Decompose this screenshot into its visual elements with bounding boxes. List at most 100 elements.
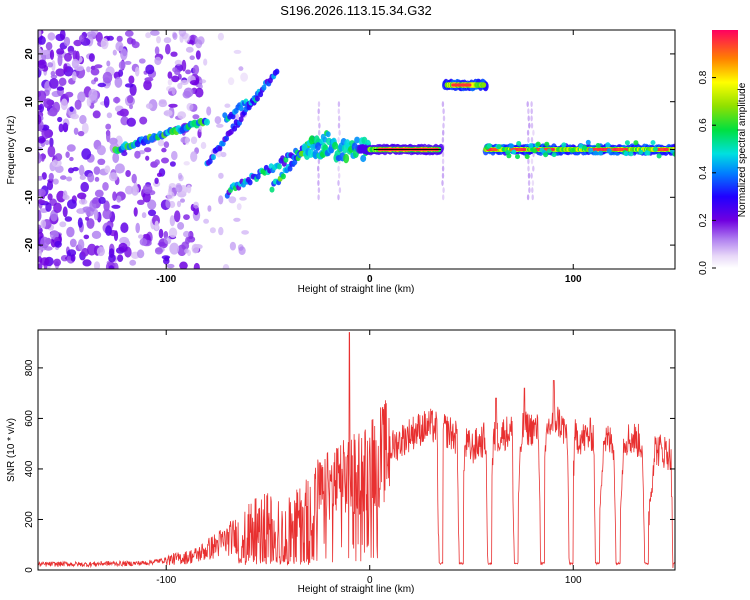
spectrogram-blob-609	[442, 187, 445, 194]
spectrogram-blob-380	[77, 208, 84, 214]
spectrogram-blob-618	[442, 122, 445, 129]
spectrogram-blob-524	[200, 141, 207, 150]
spectrogram-blob-274	[133, 207, 138, 217]
spectrogram-xtick-label-2: 100	[565, 274, 582, 285]
spectrogram-blob-780	[255, 173, 261, 180]
spectrogram-blob-531	[166, 191, 175, 200]
spectrogram-blob-406	[192, 64, 200, 75]
spectrogram-blob-1705	[650, 140, 656, 146]
spectrogram-blob-1702	[638, 149, 644, 155]
spectrogram-blob-249	[49, 49, 55, 60]
spectrogram-blob-156	[85, 216, 90, 221]
spectrogram-blob-605	[338, 115, 341, 122]
spectrogram-blob-1674	[516, 141, 522, 146]
spectrogram-blob-273	[124, 60, 132, 65]
spectrogram-blob-460	[183, 87, 194, 98]
colorbar-tick-label-3: 0.6	[698, 118, 709, 132]
spectrogram-blob-227	[91, 230, 102, 239]
spectrogram-blob-562	[190, 136, 198, 145]
spectrogram-blob-551	[228, 196, 237, 204]
spectrogram-blob-78	[60, 175, 67, 180]
spectrogram-ytick-label-1: -10	[24, 190, 35, 205]
spectrogram-blob-332	[133, 181, 138, 193]
spectrogram-blob-1682	[543, 152, 549, 158]
spectrogram-blob-1601	[522, 148, 527, 151]
spectrogram-blob-835	[287, 165, 293, 172]
spectrogram-blob-603	[338, 129, 341, 136]
spectrogram-blob-98	[69, 238, 77, 248]
spectrogram-blob-576	[177, 172, 183, 180]
spectrogram-blob-490	[88, 53, 95, 62]
spectrogram-blob-569	[183, 161, 190, 166]
spectrogram-blob-435	[69, 106, 74, 112]
spectrogram-blob-898	[360, 154, 367, 163]
spectrogram-blob-324	[180, 79, 189, 86]
spectrogram-blob-621	[441, 101, 445, 108]
spectrogram-blob-632	[528, 122, 531, 129]
spectrogram-blob-290	[127, 94, 134, 104]
snr-xlabel: Height of straight line (km)	[298, 584, 415, 595]
spectrogram-blob-330	[86, 66, 91, 73]
spectrogram-blob-608	[442, 194, 445, 201]
spectrogram-blob-118	[81, 148, 92, 160]
spectrogram-blob-1694	[598, 150, 603, 156]
spectrogram-blob-515	[87, 243, 97, 256]
spectrogram-blob-552	[184, 33, 191, 43]
spectrogram-blob-161	[171, 150, 178, 161]
spectrogram-blob-469	[147, 209, 157, 217]
spectrogram-blob-582	[317, 180, 320, 186]
spectrogram-blob-727	[238, 116, 244, 123]
snr-ylabel: SNR (10 * v/v)	[6, 418, 17, 482]
spectrogram-blob-422	[60, 98, 68, 111]
spectrogram-blob-508	[38, 175, 43, 181]
spectrogram-blob-416	[93, 261, 101, 269]
spectrogram-blob-585	[317, 158, 321, 165]
spectrogram-blob-546	[207, 205, 212, 212]
spectrogram-blob-793	[276, 163, 282, 170]
spectrogram-blob-635	[526, 101, 529, 108]
spectrogram-blob-410	[189, 80, 199, 86]
spectrogram-blob-532	[218, 226, 224, 236]
spectrogram-blob-572	[171, 86, 176, 96]
spectrogram-blob-548	[241, 230, 250, 235]
spectrogram-blob-146	[58, 123, 64, 133]
spectrogram-blob-647	[530, 115, 533, 122]
spectrogram-blob-427	[56, 86, 65, 91]
spectrogram-blob-511	[78, 34, 85, 43]
spectrogram-blob-1689	[582, 145, 588, 151]
spectrogram-blob-1683	[544, 141, 550, 147]
spectrogram-blob-319	[57, 54, 63, 67]
spectrogram-blob-444	[45, 42, 53, 51]
spectrogram-blob-424	[124, 83, 134, 88]
spectrogram-blob-143	[129, 259, 137, 266]
spectrogram-blob-24	[106, 60, 111, 67]
spectrogram-blob-539	[238, 66, 244, 71]
spectrogram-blob-455	[38, 35, 46, 45]
spectrogram-blob-597	[338, 172, 341, 179]
spectrogram-blob-1709	[672, 151, 675, 157]
spectrogram-blob-529	[186, 102, 194, 111]
spectrogram-xtick-label-0: -100	[156, 274, 176, 285]
spectrogram-blob-336	[115, 41, 124, 52]
spectrogram-blob-875	[332, 141, 339, 150]
spectrogram-blob-1687	[569, 147, 575, 153]
spectrogram-blob-320	[112, 152, 120, 164]
spectrogram-blob-432	[62, 206, 68, 218]
colorbar-tick-label-4: 0.8	[698, 70, 709, 84]
spectrogram-blob-564	[227, 77, 235, 86]
spectrogram-blob-1663	[664, 148, 669, 151]
spectrogram-blob-396	[154, 56, 162, 66]
spectrogram-blob-13	[54, 165, 64, 174]
spectrogram-blob-542	[240, 72, 249, 82]
spectrogram-blob-465	[145, 32, 152, 39]
spectrogram-blob-627	[527, 158, 530, 165]
spectrogram-blob-75	[129, 104, 133, 110]
spectrogram-blob-491	[82, 259, 92, 267]
spectrogram-blob-504	[177, 111, 187, 119]
spectrogram-blob-412	[113, 97, 121, 104]
spectrogram-blob-28	[66, 176, 73, 182]
spectrogram-blob-568	[239, 196, 247, 201]
spectrogram-blob-346	[131, 41, 140, 49]
spectrogram-blob-884	[343, 153, 350, 164]
